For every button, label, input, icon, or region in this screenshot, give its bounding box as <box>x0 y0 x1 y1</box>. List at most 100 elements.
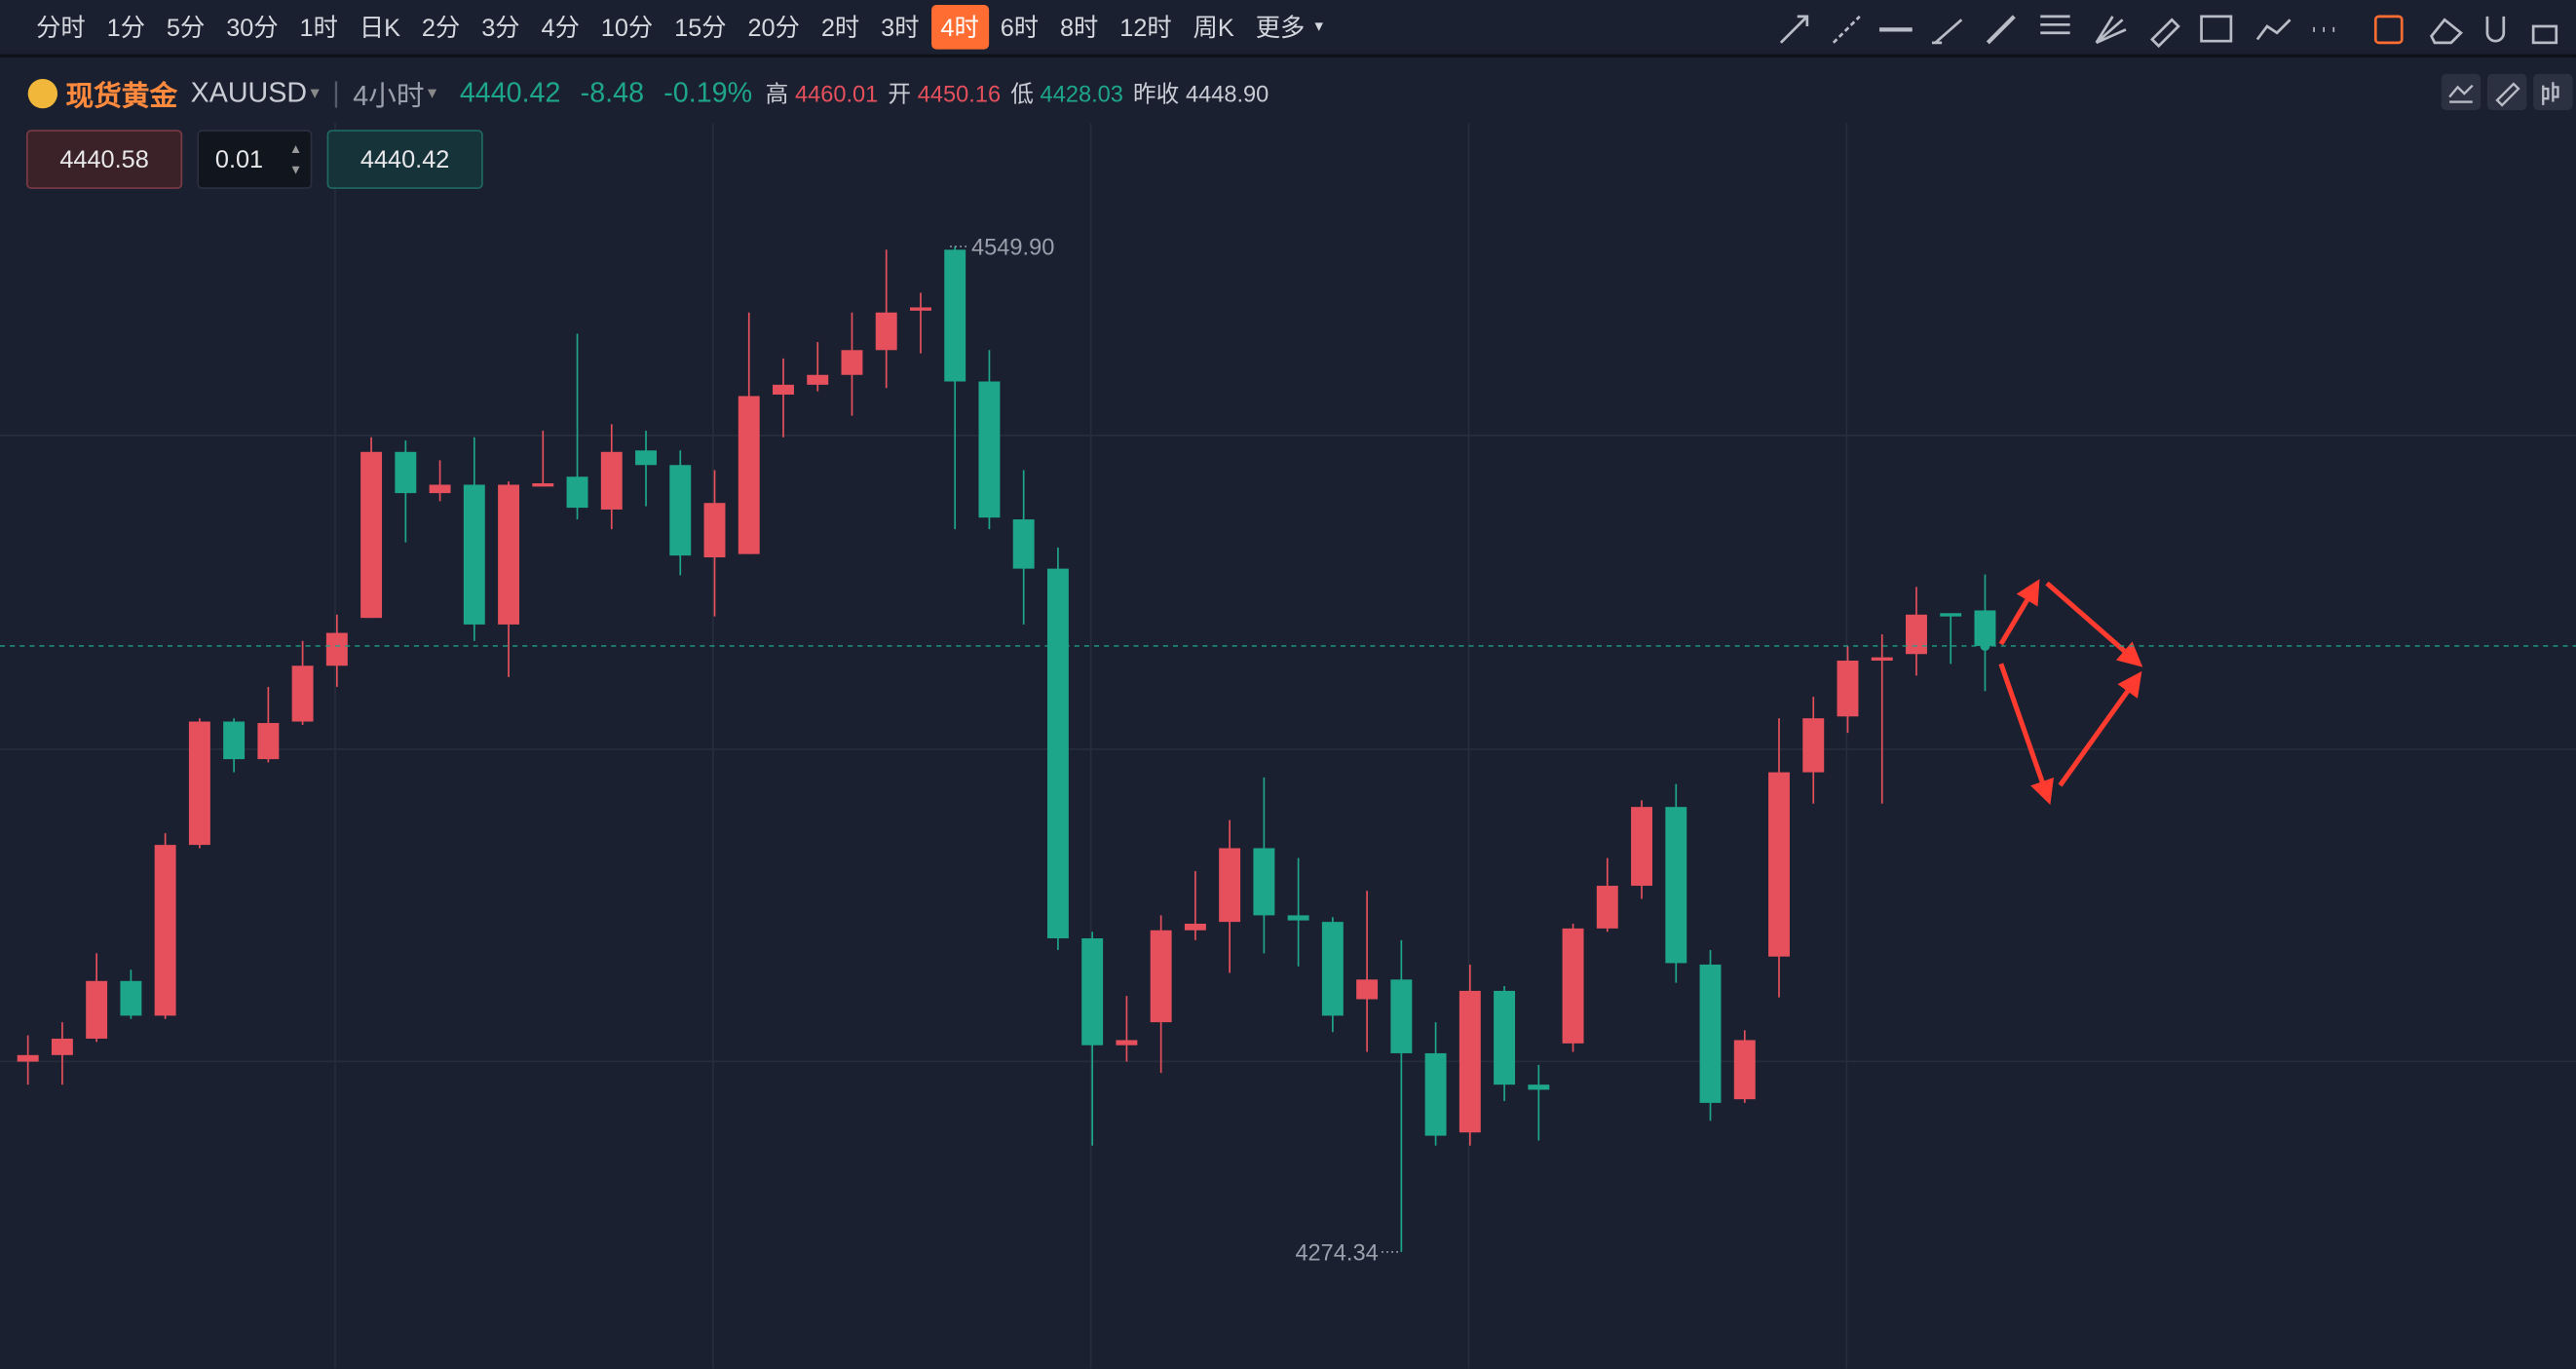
candle-body <box>1665 807 1687 964</box>
tool-lock[interactable] <box>2531 24 2558 45</box>
candle-body <box>1184 924 1206 931</box>
candle-body <box>703 503 726 558</box>
last-price: 4440.42 <box>459 76 561 108</box>
lot-value: 0.01 <box>214 145 264 173</box>
candle-body <box>257 723 280 760</box>
change: -8.48 <box>580 76 645 108</box>
candle-body <box>1012 519 1035 569</box>
sell-button[interactable]: 4440.58 <box>25 130 183 189</box>
candle-body <box>395 451 417 494</box>
candle-body <box>429 484 451 494</box>
candle-body <box>1733 1040 1756 1100</box>
candle-body <box>1253 848 1275 916</box>
button[interactable] <box>2441 73 2481 110</box>
tool-fib[interactable] <box>2040 15 2070 35</box>
interval-button[interactable]: 1分 <box>106 15 145 43</box>
interval-button[interactable]: 4分 <box>541 15 580 43</box>
candle-body <box>1116 1040 1138 1046</box>
tool-trend[interactable] <box>1931 19 1963 45</box>
change-pct: -0.19% <box>663 76 753 108</box>
tool-wave[interactable] <box>2255 19 2292 41</box>
period[interactable]: 4小时 <box>353 80 425 112</box>
tool-edit[interactable] <box>2373 15 2404 45</box>
interval-button[interactable]: 30分 <box>226 15 279 43</box>
panel-buttons <box>2441 73 2573 110</box>
tool-fan[interactable] <box>2095 16 2127 45</box>
candle-body <box>1356 979 1379 1000</box>
candle-body <box>1046 568 1069 938</box>
candle-body <box>566 476 588 509</box>
interval-button[interactable]: 20分 <box>747 15 800 43</box>
arrow <box>1998 663 2054 805</box>
interval-button[interactable]: 2时 <box>820 15 860 43</box>
interval-button[interactable]: 6时 <box>1000 15 1040 43</box>
candle-body <box>154 845 176 1016</box>
candle-body <box>325 632 348 666</box>
candle-body <box>1424 1052 1447 1136</box>
interval-button[interactable]: 3分 <box>481 15 520 43</box>
arrow <box>2058 670 2142 787</box>
candle-body <box>1321 922 1344 1016</box>
candle-body <box>1974 610 1996 646</box>
candle-body <box>1631 807 1653 887</box>
tool-ray[interactable] <box>1779 15 1809 44</box>
tool-eraser[interactable] <box>2430 18 2463 45</box>
interval-button[interactable]: 日K <box>359 15 401 43</box>
open-label: 开 <box>888 79 912 106</box>
interval-button[interactable]: 3时 <box>881 15 920 43</box>
last-price-dot <box>1980 640 1990 651</box>
arrow <box>2045 581 2143 667</box>
interval-button[interactable]: 12时 <box>1119 15 1172 43</box>
interval-button[interactable]: 4时 <box>930 5 989 50</box>
drawing-tools <box>1779 15 2558 49</box>
interval-button[interactable]: 8时 <box>1059 15 1099 43</box>
interval-button[interactable]: 15分 <box>674 15 727 43</box>
candle-body <box>944 249 966 382</box>
high-annotation: 4549.90 <box>971 235 1054 260</box>
candle-body <box>1390 979 1413 1053</box>
candle-body <box>1837 660 1859 717</box>
interval-button[interactable]: 分时 <box>36 15 86 43</box>
candle-body <box>600 451 623 510</box>
symbol-name: 现货黄金 <box>65 80 178 112</box>
buy-button[interactable]: 4440.42 <box>326 130 483 189</box>
candle-body <box>1940 613 1962 617</box>
interval-button[interactable]: 周K <box>1193 15 1234 43</box>
drawn-arrows <box>1998 579 2143 805</box>
prev-close: 4448.90 <box>1185 79 1269 106</box>
candle-body <box>1081 937 1104 1046</box>
lot-input[interactable]: 0.01 ▲ ▼ <box>197 130 313 189</box>
interval-button[interactable]: 1时 <box>299 15 338 43</box>
candle-body <box>223 721 246 760</box>
candle-body <box>1699 964 1722 1103</box>
candle-body <box>1219 848 1241 923</box>
interval-button[interactable]: 10分 <box>600 15 654 43</box>
tool-pen[interactable] <box>2150 18 2180 49</box>
tool-magnet[interactable] <box>2485 16 2506 43</box>
candle-body <box>1596 886 1618 929</box>
caret: ▾ <box>310 83 320 104</box>
candle-body <box>1528 1084 1550 1090</box>
candle-body <box>1768 772 1790 957</box>
interval-button[interactable]: 2分 <box>421 15 461 43</box>
tool-extend[interactable] <box>1832 15 1861 44</box>
tool-segment[interactable] <box>1986 15 2016 45</box>
button[interactable] <box>2486 73 2527 110</box>
candle-body <box>909 307 931 311</box>
interval-button[interactable]: 5分 <box>166 15 206 43</box>
stepper[interactable]: ▲ ▼ <box>288 141 303 178</box>
symbol-code[interactable]: XAUUSD <box>190 76 308 108</box>
more-button[interactable]: 更多 <box>1255 15 1306 43</box>
candle-body <box>1871 657 1893 661</box>
low-label: 低 <box>1010 79 1034 106</box>
tool-image[interactable] <box>2200 15 2233 43</box>
candle-body <box>291 665 314 722</box>
candle-body <box>120 980 142 1016</box>
prev-label: 昨收 <box>1133 79 1180 106</box>
candle-body <box>635 450 657 466</box>
candle-body <box>1906 614 1927 655</box>
grid <box>0 123 2576 1369</box>
candle-body <box>773 384 794 395</box>
candle-body <box>51 1038 73 1055</box>
